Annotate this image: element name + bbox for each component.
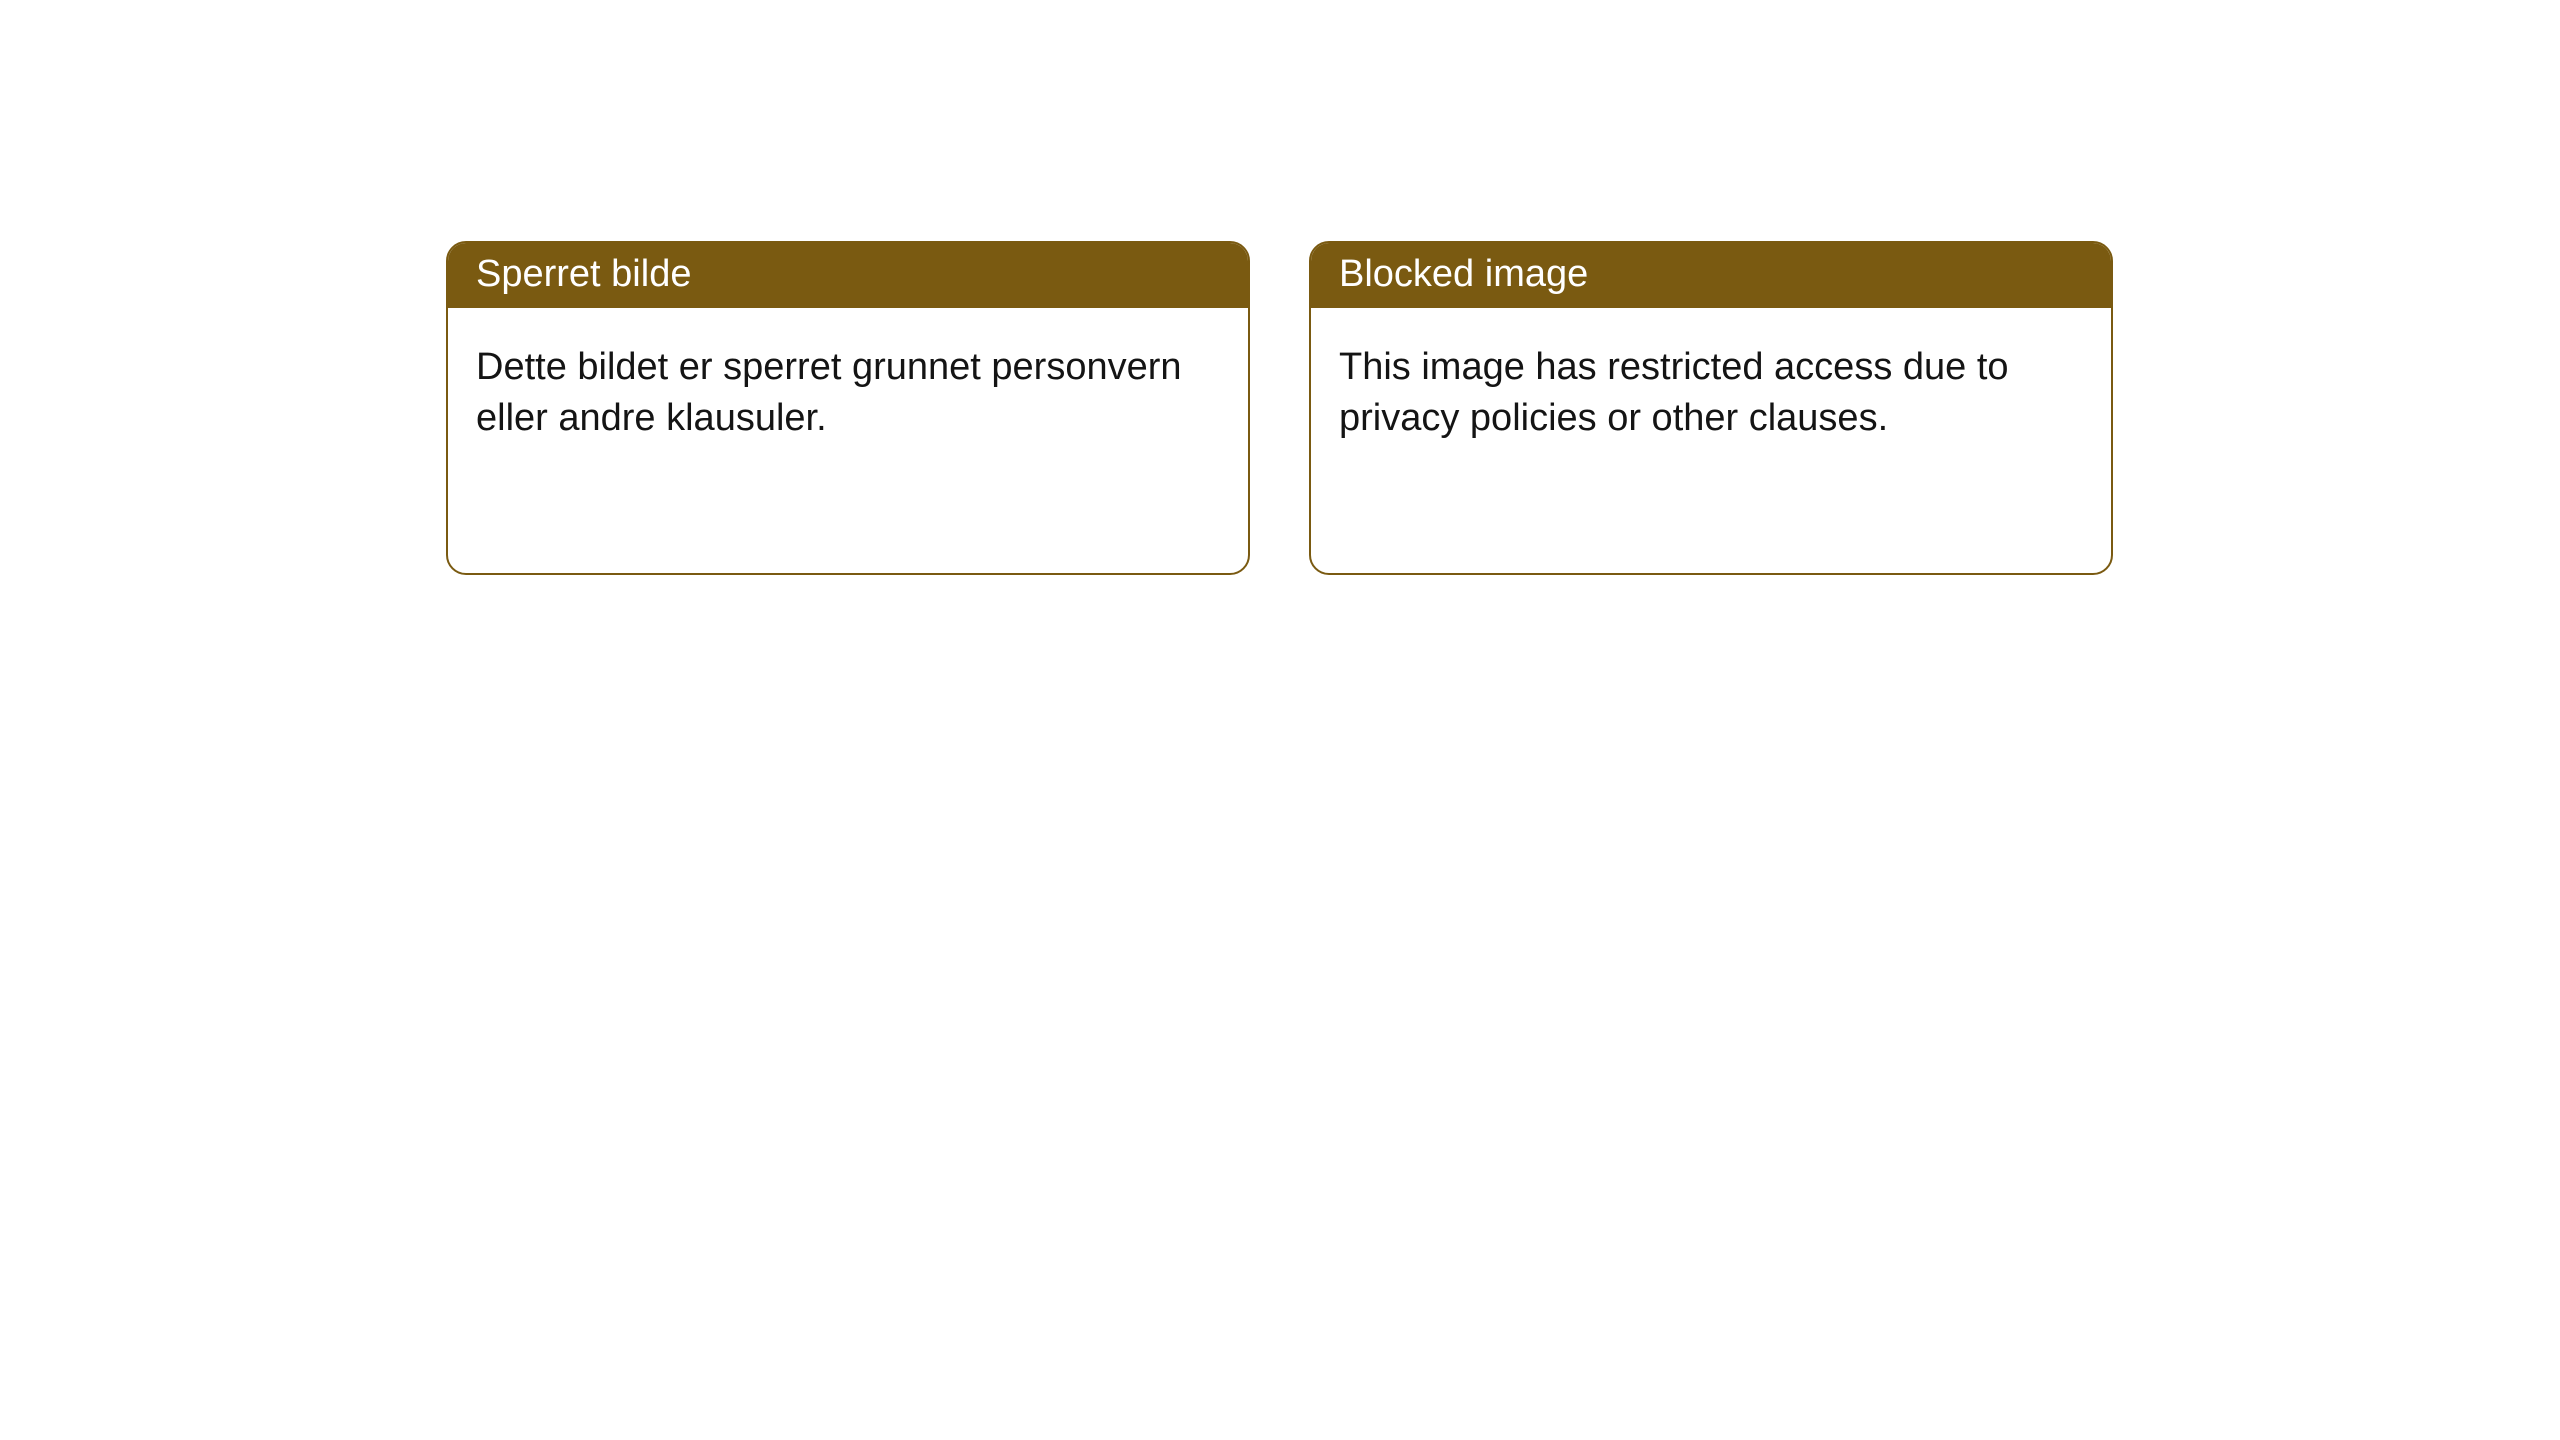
notice-card-norwegian: Sperret bilde Dette bildet er sperret gr… <box>446 241 1250 575</box>
notice-card-title: Blocked image <box>1311 243 2111 308</box>
notice-cards-container: Sperret bilde Dette bildet er sperret gr… <box>0 0 2560 575</box>
notice-card-title: Sperret bilde <box>448 243 1248 308</box>
notice-card-body: Dette bildet er sperret grunnet personve… <box>448 308 1248 479</box>
notice-card-body: This image has restricted access due to … <box>1311 308 2111 479</box>
notice-card-english: Blocked image This image has restricted … <box>1309 241 2113 575</box>
